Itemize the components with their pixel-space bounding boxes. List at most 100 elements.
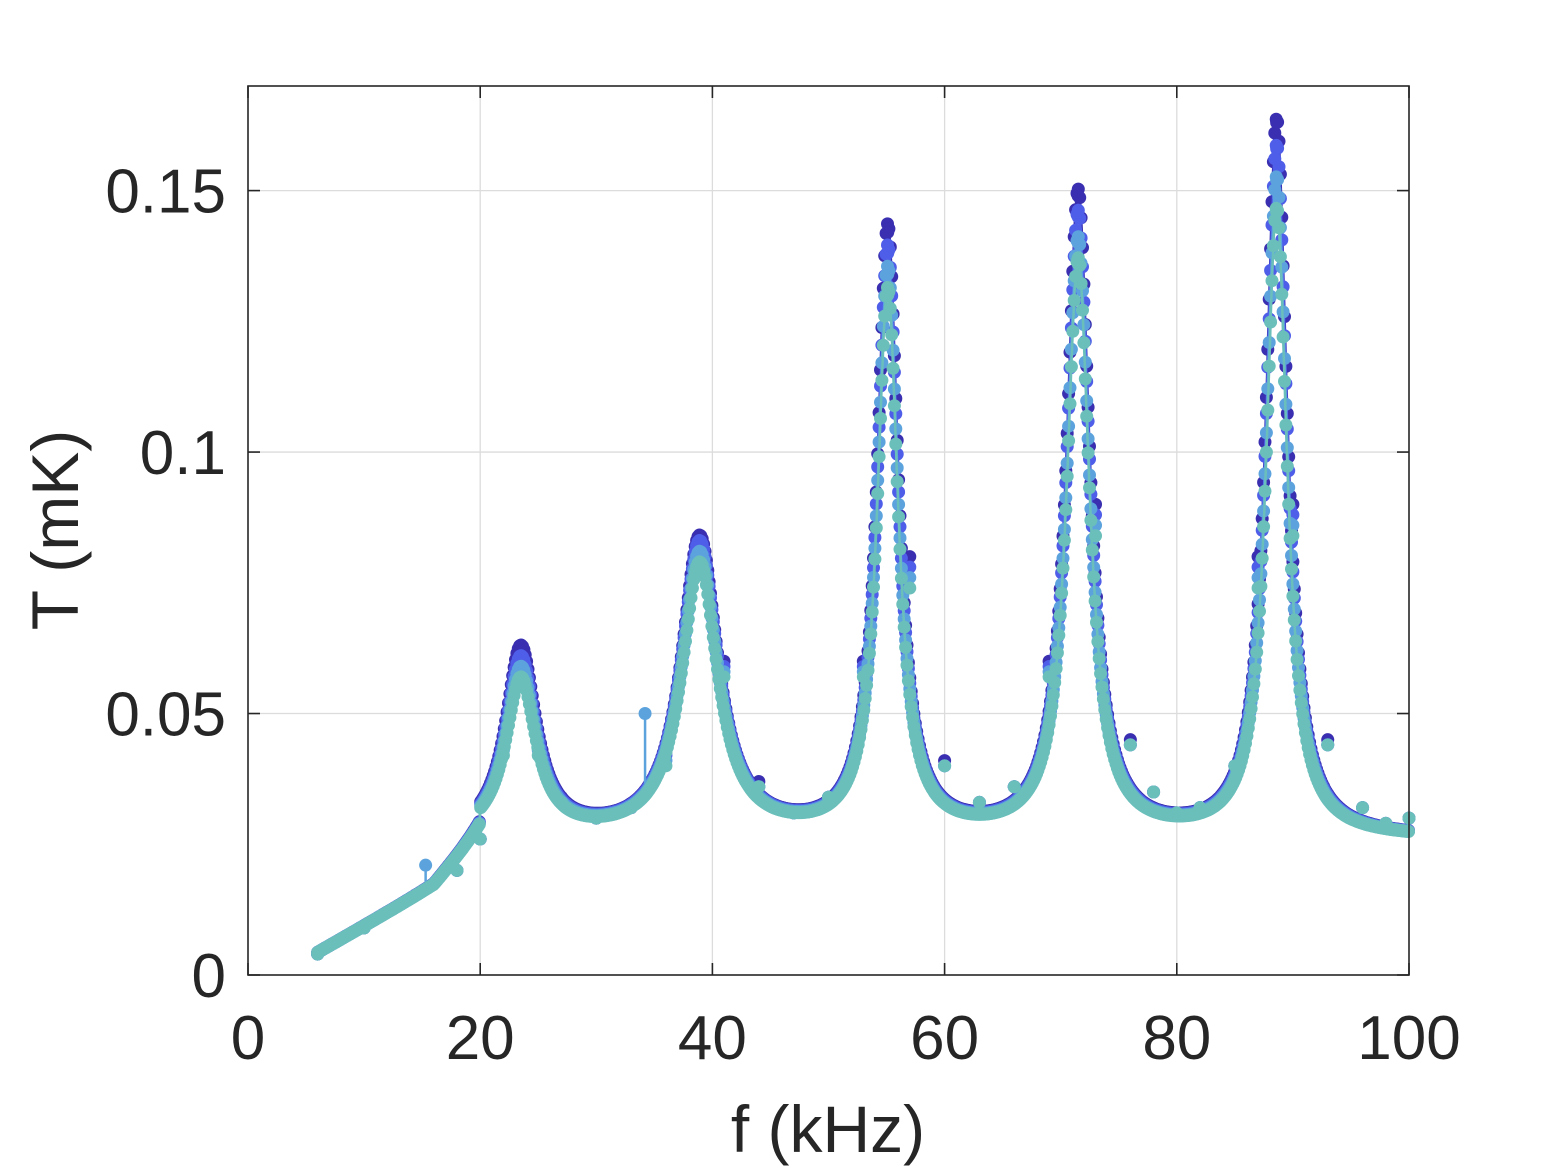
data-point	[1063, 397, 1077, 411]
data-point	[1066, 324, 1080, 338]
data-point	[1276, 330, 1290, 344]
data-point	[1270, 116, 1284, 130]
data-point	[868, 552, 882, 566]
data-point	[862, 646, 876, 660]
data-point	[1280, 459, 1294, 473]
data-point	[881, 288, 895, 302]
data-point	[1253, 604, 1266, 618]
data-point	[1292, 669, 1305, 683]
data-point	[885, 328, 899, 342]
grid-lines	[248, 86, 1409, 975]
y-tick-label: 0	[192, 942, 226, 1011]
data-point	[892, 510, 906, 524]
data-point	[659, 759, 673, 773]
data-point	[1270, 173, 1284, 187]
data-point	[1248, 662, 1262, 676]
series-4	[311, 201, 1416, 961]
data-point	[673, 676, 687, 690]
data-point	[1266, 239, 1280, 253]
data-point	[1084, 513, 1098, 527]
data-point	[679, 634, 692, 648]
data-point	[1085, 543, 1099, 557]
data-point	[972, 795, 986, 809]
outlier-point	[638, 707, 652, 721]
data-point	[1250, 645, 1264, 659]
data-point	[890, 475, 904, 489]
data-point	[1042, 670, 1056, 684]
data-point	[1089, 529, 1103, 543]
data-point	[589, 811, 603, 825]
data-point	[1090, 615, 1103, 629]
data-point	[1007, 780, 1021, 794]
axis-ticks: 0 20 40 60 80 100 0 0.05 0.1 0.15	[105, 86, 1461, 1073]
data-point	[1293, 683, 1307, 697]
data-point	[1071, 236, 1085, 250]
data-point	[903, 581, 917, 595]
data-point	[1270, 205, 1284, 219]
data-point	[881, 267, 895, 281]
data-point	[472, 817, 486, 831]
data-point	[1286, 529, 1300, 543]
data-point	[1060, 469, 1074, 483]
data-point	[897, 620, 911, 634]
data-point	[1098, 703, 1112, 717]
data-point	[1262, 359, 1276, 373]
data-point	[875, 373, 889, 387]
data-point	[1053, 608, 1067, 622]
data-point	[311, 947, 325, 961]
data-point	[684, 591, 698, 605]
data-point	[901, 674, 915, 688]
data-point	[705, 619, 719, 633]
data-point	[893, 542, 907, 556]
data-point	[872, 450, 886, 464]
data-point	[1272, 190, 1286, 204]
data-point	[1265, 274, 1279, 288]
data-point	[1255, 551, 1269, 565]
data-point	[1078, 372, 1092, 386]
data-point	[1091, 635, 1105, 649]
data-point	[1062, 434, 1076, 448]
data-point	[554, 795, 568, 809]
data-point	[693, 560, 707, 574]
data-point	[704, 608, 717, 622]
data-point	[865, 605, 879, 619]
data-point	[1045, 699, 1059, 713]
data-point	[894, 571, 908, 585]
x-axis-label: f (kHz)	[731, 1092, 925, 1166]
data-point	[1257, 520, 1271, 534]
y-tick-label: 0.05	[105, 681, 226, 750]
data-point	[1046, 688, 1060, 702]
data-point	[887, 399, 901, 413]
data-point	[357, 921, 371, 935]
data-point	[1287, 613, 1301, 627]
data-point	[1123, 738, 1137, 752]
data-point	[864, 627, 878, 641]
data-point	[1296, 707, 1310, 721]
x-tick-label: 60	[910, 1004, 979, 1073]
data-point	[1289, 634, 1303, 648]
data-point	[867, 580, 880, 594]
data-point	[496, 748, 510, 762]
data-point	[450, 863, 464, 877]
data-point	[1379, 816, 1393, 830]
data-point	[899, 640, 913, 654]
data-point	[904, 700, 918, 714]
data-point	[881, 246, 895, 260]
data-point	[1258, 484, 1272, 498]
data-point	[1264, 315, 1278, 329]
data-point	[683, 601, 697, 615]
data-point	[1286, 589, 1300, 603]
data-point	[1055, 586, 1069, 600]
data-point	[1081, 446, 1095, 460]
x-tick-label: 100	[1357, 1004, 1460, 1073]
data-point	[1270, 142, 1284, 156]
data-point	[1071, 210, 1085, 224]
data-point	[886, 361, 900, 375]
data-point	[906, 710, 920, 724]
data-point	[1279, 418, 1293, 432]
x-tick-label: 40	[678, 1004, 747, 1073]
y-axis-label: T (mK)	[18, 430, 92, 630]
data-point	[674, 666, 688, 680]
data-point	[514, 675, 528, 689]
